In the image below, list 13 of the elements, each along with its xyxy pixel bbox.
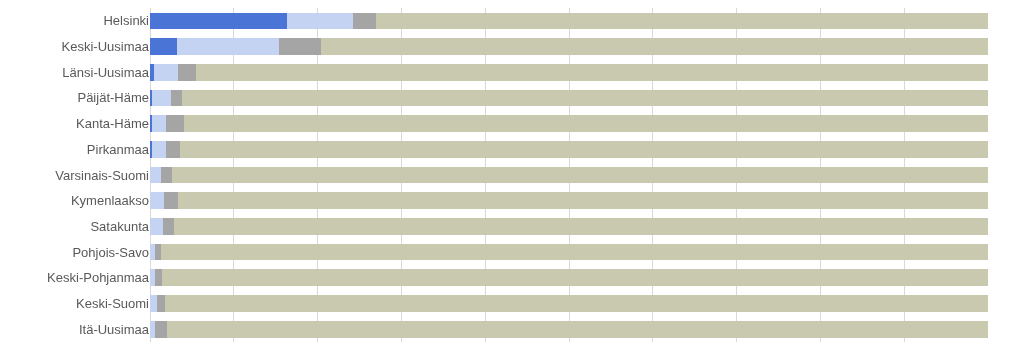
y-tick-label: Itä-Uusimaa (78, 321, 150, 337)
y-tick-label: Satakunta (90, 218, 150, 234)
y-tick-label: Varsinais-Suomi (55, 167, 150, 183)
y-tick-label: Kymenlaakso (70, 193, 149, 209)
y-tick-label: Länsi-Uusimaa (62, 64, 150, 80)
y-tick-label: Kanta-Häme (76, 116, 149, 132)
y-tick-label: Pohjois-Savo (72, 244, 149, 260)
y-tick-label: Keski-Uusimaa (61, 39, 150, 55)
y-tick-label: Päijät-Häme (77, 90, 149, 106)
y-tick-label: Pirkanmaa (86, 141, 150, 157)
y-tick-label: Keski-Pohjanmaa (47, 270, 150, 286)
y-tick-label: Helsinki (103, 13, 150, 29)
y-tick-label: Keski-Suomi (76, 296, 150, 312)
